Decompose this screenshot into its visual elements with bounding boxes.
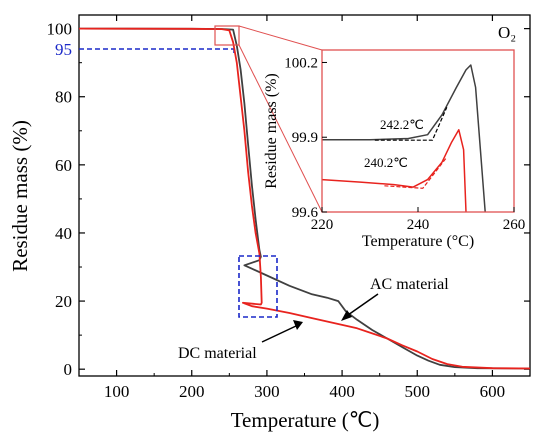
zoom-box-onset: [214, 25, 240, 46]
inset-y-ticks: 99.6 99.9 100.2: [284, 55, 327, 221]
main-y-axis-title: Residue mass (%): [8, 120, 32, 272]
zoom-connector-bottom: [238, 44, 323, 213]
inset-y-tick-label: 99.6: [292, 205, 319, 221]
main-y-ticks: 0 20 40 60 80 100: [47, 20, 530, 379]
inset-y-tick-label: 99.9: [292, 130, 318, 146]
main-y-tick-label: 0: [64, 360, 73, 379]
main-x-axis-title: Temperature (℃): [231, 408, 380, 432]
main-x-ticks: 100 200 300 400 500 600: [78, 15, 531, 401]
ac-material-annotation: AC material: [370, 276, 449, 293]
atmosphere-label: O₂: [498, 23, 516, 42]
series-line-dc-material: [78, 27, 531, 370]
inset-series-line-dc-material: [321, 129, 467, 213]
residue-highlight-box: [238, 255, 278, 318]
main-y-tick-label: 20: [55, 292, 72, 311]
main-y-tick-label: 100: [47, 20, 73, 39]
dc-material-annotation: DC material: [178, 345, 257, 362]
inset-series-group: [321, 64, 486, 213]
ac-material-arrow-line: [347, 293, 379, 316]
inset-series-line-ac-material: [322, 64, 486, 213]
main-y-tick-label: 40: [55, 224, 72, 243]
inset-tangent-line: [374, 107, 448, 141]
inset-x-tick-label: 260: [503, 217, 526, 233]
dc-material-arrow-head: [293, 320, 303, 330]
main-x-tick-label: 400: [329, 382, 355, 401]
series-line-ac-material: [78, 27, 531, 370]
reference-line-label: 95: [55, 40, 72, 59]
main-series-group: [78, 27, 531, 370]
dc-material-arrow-line: [261, 325, 297, 343]
main-x-tick-label: 200: [179, 382, 205, 401]
main-y-tick-label: 60: [55, 156, 72, 175]
dc-onset-label: 240.2℃: [364, 155, 408, 170]
inset-x-axis-title: Temperature (°C): [362, 233, 474, 250]
zoom-connector-top: [238, 25, 323, 51]
inset-x-tick-label: 220: [311, 217, 334, 233]
ac-onset-label: 242.2℃: [380, 117, 424, 132]
main-y-tick-label: 80: [55, 88, 72, 107]
main-x-tick-label: 300: [254, 382, 280, 401]
inset-x-ticks: 220 240 260: [311, 207, 526, 233]
inset-x-tick-label: 240: [407, 217, 430, 233]
main-x-tick-label: 600: [480, 382, 506, 401]
main-x-tick-label: 500: [405, 382, 431, 401]
inset-tangent-line: [384, 156, 448, 189]
main-x-tick-label: 100: [104, 382, 130, 401]
inset-y-tick-label: 100.2: [284, 55, 318, 71]
ac-material-arrow-head: [341, 310, 352, 321]
inset-y-axis-title: Residue mass (%): [263, 73, 280, 189]
